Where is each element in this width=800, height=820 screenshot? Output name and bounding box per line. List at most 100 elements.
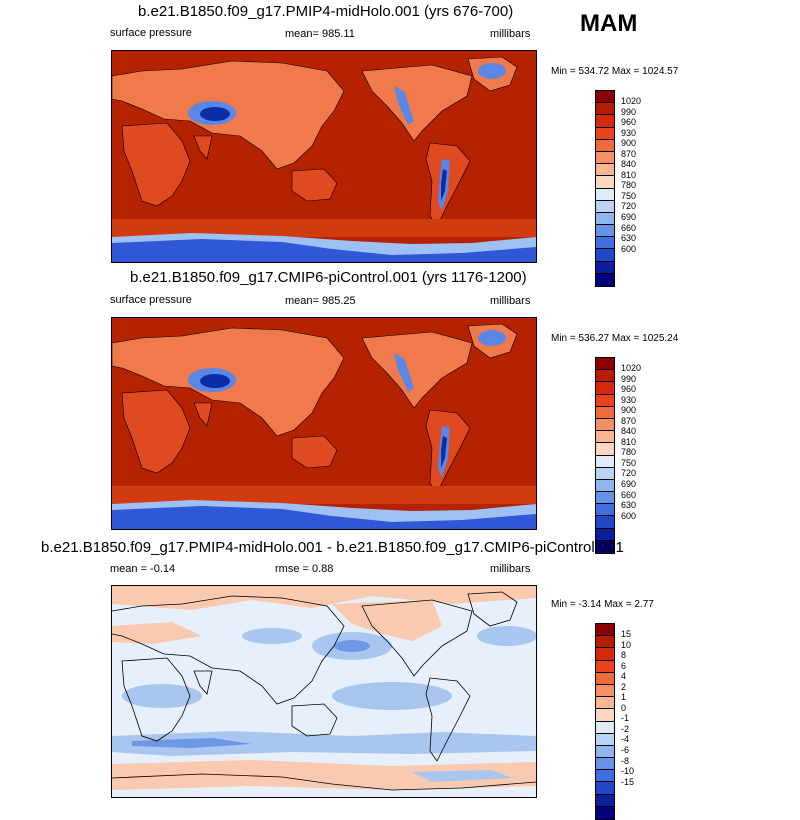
colorbar-label: 660	[621, 489, 637, 500]
panel2-mean-label: mean= 985.25	[285, 295, 356, 307]
colorbar-cell	[596, 516, 614, 529]
colorbar-label: 870	[621, 148, 637, 159]
colorbar-cell	[596, 261, 614, 274]
colorbar-label: 720	[621, 468, 637, 479]
panel1-units-label: millibars	[490, 28, 531, 40]
colorbar-label: 840	[621, 426, 637, 437]
colorbar-cell	[596, 782, 614, 795]
colorbar-label: -10	[621, 766, 635, 777]
panel2-title: b.e21.B1850.f09_g17.CMIP6-piControl.001 …	[130, 269, 527, 286]
colorbar-cell	[596, 709, 614, 722]
colorbar-label: -2	[621, 723, 630, 734]
colorbar-cell	[596, 721, 614, 734]
colorbar-label: 630	[621, 233, 637, 244]
colorbar-cell	[596, 660, 614, 673]
colorbar-cell	[596, 806, 614, 819]
panel1-map	[111, 50, 537, 263]
colorbar-cell	[596, 624, 614, 637]
colorbar-label: 8	[621, 650, 627, 661]
colorbar-label: 960	[621, 117, 637, 128]
colorbar-cell	[596, 115, 614, 128]
panel2-variable-label: surface pressure	[110, 294, 192, 306]
colorbar-cell	[596, 151, 614, 165]
colorbar-label: 780	[621, 180, 637, 191]
colorbar-cell	[596, 188, 614, 201]
colorbar-label: 600	[621, 243, 637, 254]
colorbar-cell	[596, 455, 614, 468]
colorbar-label: -6	[621, 745, 630, 756]
panel1-colorbar	[595, 90, 615, 287]
colorbar-cell	[596, 370, 614, 383]
panel1-title: b.e21.B1850.f09_g17.PMIP4-midHolo.001 (y…	[138, 3, 514, 20]
panel2-map-plot	[112, 318, 536, 529]
colorbar-label: 0	[621, 702, 627, 713]
colorbar-cell	[596, 139, 614, 152]
colorbar-label: 990	[621, 106, 637, 117]
colorbar-cell	[596, 431, 614, 444]
colorbar-label: 900	[621, 405, 637, 416]
colorbar-label: 1	[621, 692, 627, 703]
colorbar-cell	[596, 684, 614, 698]
colorbar-label: 690	[621, 212, 637, 223]
panel3-colorbar-labels: 15 10 8 6 4 2 1 0 -1 -2 -4 -6 -8 -10 -15	[621, 629, 634, 787]
colorbar-cell	[596, 648, 614, 661]
panel2-minmax: Min = 536.27 Max = 1025.24	[551, 333, 679, 344]
panel3-minmax: Min = -3.14 Max = 2.77	[551, 599, 654, 610]
colorbar-cell	[596, 467, 614, 480]
colorbar-cell	[596, 504, 614, 517]
colorbar-cell	[596, 540, 614, 553]
panel3-mean-label: mean = -0.14	[110, 563, 176, 575]
colorbar-cell	[596, 733, 614, 746]
colorbar-label: -15	[621, 776, 635, 787]
colorbar-cell	[596, 91, 614, 104]
colorbar-label: 930	[621, 394, 637, 405]
colorbar-label: 15	[621, 629, 632, 639]
colorbar-cell	[596, 176, 614, 189]
colorbar-cell	[596, 382, 614, 395]
colorbar-label: 630	[621, 500, 637, 511]
colorbar-cell	[596, 443, 614, 456]
panel2-map	[111, 317, 537, 530]
colorbar-cell	[596, 249, 614, 262]
colorbar-cell	[596, 237, 614, 250]
colorbar-label: 720	[621, 201, 637, 212]
colorbar-cell	[596, 528, 614, 541]
colorbar-label: 1020	[621, 96, 642, 106]
colorbar-label: 810	[621, 169, 637, 180]
colorbar-cell	[596, 394, 614, 407]
colorbar-label: 870	[621, 415, 637, 426]
colorbar-cell	[596, 127, 614, 140]
colorbar-cell	[596, 492, 614, 505]
colorbar-label: 840	[621, 159, 637, 170]
colorbar-cell	[596, 697, 614, 710]
colorbar-label: 690	[621, 479, 637, 490]
panel1-colorbar-labels: 1020 990 960 930 900 870 840 810 780 750…	[621, 96, 641, 254]
colorbar-label: -4	[621, 734, 630, 745]
colorbar-label: 750	[621, 190, 637, 201]
colorbar-label: 1020	[621, 363, 642, 373]
colorbar-cell	[596, 406, 614, 419]
colorbar-label: 10	[621, 639, 632, 650]
colorbar-label: 6	[621, 660, 627, 671]
season-label: MAM	[580, 10, 638, 37]
colorbar-cell	[596, 164, 614, 177]
colorbar-label: 960	[621, 384, 637, 395]
colorbar-cell	[596, 358, 614, 371]
colorbar-label: 900	[621, 138, 637, 149]
colorbar-cell	[596, 418, 614, 432]
colorbar-label: 4	[621, 671, 627, 682]
panel3-map-plot	[112, 586, 536, 797]
colorbar-cell	[596, 212, 614, 226]
panel1-map-plot	[112, 51, 536, 262]
colorbar-cell	[596, 672, 614, 685]
colorbar-label: 660	[621, 222, 637, 233]
colorbar-cell	[596, 758, 614, 771]
colorbar-label: -1	[621, 713, 630, 724]
colorbar-label: 810	[621, 436, 637, 447]
panel1-variable-label: surface pressure	[110, 27, 192, 39]
colorbar-label: 750	[621, 457, 637, 468]
colorbar-cell	[596, 103, 614, 116]
colorbar-cell	[596, 200, 614, 213]
colorbar-label: 600	[621, 510, 637, 521]
panel3-units-label: millibars	[490, 563, 531, 575]
